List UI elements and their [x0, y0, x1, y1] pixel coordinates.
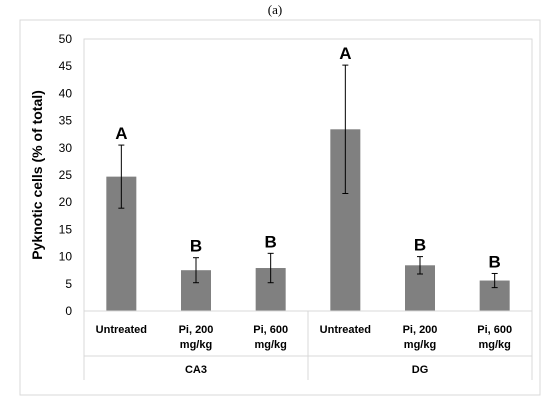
significance-label: A — [115, 124, 127, 143]
x-axis-labels: Untreated Pi, 200 mg/kg Pi, 600 mg/kg Untreat… — [83, 311, 533, 380]
plot-area — [83, 38, 533, 312]
y-axis-ticks: 0 5 10 15 20 25 30 35 40 45 50 — [59, 32, 73, 318]
y-tick-label: 35 — [59, 114, 73, 128]
significance-label: B — [190, 237, 202, 256]
group-label: DG — [412, 364, 429, 376]
y-tick-label: 5 — [65, 277, 72, 291]
y-tick-label: 10 — [59, 250, 73, 264]
x-tick-label: Untreated — [320, 324, 371, 336]
x-tick-label: Pi, 200 mg/kg — [403, 324, 438, 351]
x-tick-label: Pi, 200 mg/kg — [179, 324, 214, 351]
x-tick-label: Pi, 600 mg/kg — [253, 324, 288, 351]
bars: A B B A B B — [106, 44, 510, 311]
group-label: CA3 — [185, 364, 207, 376]
y-tick-label: 0 — [65, 304, 72, 318]
x-tick-label: Untreated — [96, 324, 147, 336]
significance-label: B — [414, 236, 426, 255]
significance-label: B — [489, 252, 501, 271]
y-tick-label: 30 — [59, 141, 73, 155]
significance-label: B — [265, 232, 277, 251]
y-tick-label: 40 — [59, 86, 73, 100]
significance-label: A — [339, 44, 351, 63]
panel-label: (a) — [267, 2, 283, 17]
y-axis-label: Pyknotic cells (% of total) — [29, 90, 45, 260]
chart-border — [19, 19, 541, 396]
x-tick-label: Pi, 600 mg/kg — [477, 324, 512, 351]
y-tick-label: 20 — [59, 195, 73, 209]
y-tick-label: 45 — [59, 59, 73, 73]
y-tick-label: 25 — [59, 168, 73, 182]
y-tick-label: 15 — [59, 222, 73, 236]
y-tick-label: 50 — [59, 32, 73, 46]
